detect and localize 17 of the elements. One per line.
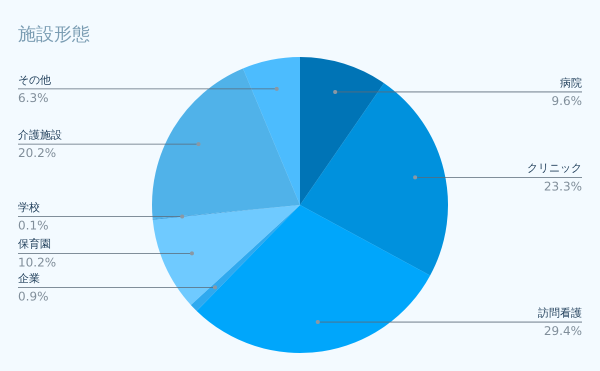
data-label: 20.2% [18, 146, 56, 160]
slice-label: 訪問看護 [538, 306, 582, 320]
slice-label: クリニック [527, 162, 582, 175]
data-label: 6.3% [18, 91, 48, 106]
slice-label: 介護施設 [18, 128, 62, 142]
data-label: 0.9% [18, 290, 48, 304]
chart-title: 施設形態 [18, 23, 90, 46]
data-label: 29.4% [544, 324, 582, 338]
slice-label: 病院 [560, 76, 582, 90]
data-label: 0.1% [18, 218, 48, 233]
slice-label: その他 [18, 73, 51, 86]
slice-label: 学校 [18, 200, 40, 214]
slice-label: 保育園 [18, 238, 51, 251]
data-label: 9.6% [552, 94, 582, 108]
data-label: 23.3% [544, 179, 582, 194]
slice-label: 企業 [18, 272, 40, 285]
data-label: 10.2% [18, 256, 56, 270]
